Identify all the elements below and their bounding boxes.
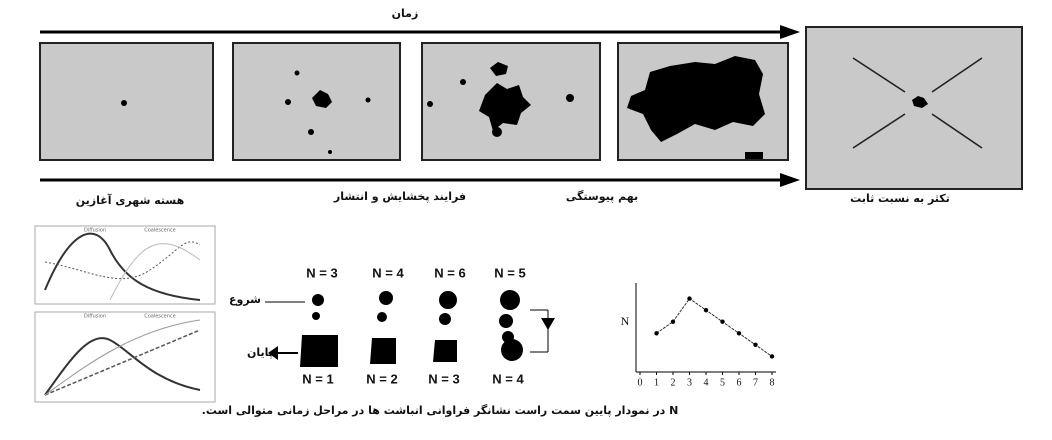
x-tick-label: 7 (753, 377, 758, 388)
caption: N در نمودار پایین سمت راست نشانگر فراوان… (202, 404, 679, 417)
x-tick-label: 4 (704, 377, 709, 388)
cluster-blob (439, 313, 451, 325)
urban-blob (912, 96, 928, 108)
mini-chart-label: Diffusion (84, 228, 106, 234)
urban-blob (365, 97, 371, 103)
n-point (687, 296, 692, 301)
growth-arrow (931, 113, 983, 149)
stage-label: تکثر به نسبت ثابت (850, 192, 950, 205)
urban-blob (285, 99, 291, 105)
n-line (656, 297, 773, 357)
y-axis-label: N (621, 314, 630, 328)
end-label: پایان (247, 346, 273, 359)
arrow-head (268, 346, 278, 360)
mini-curve (44, 319, 201, 396)
n-point (670, 319, 676, 324)
count-label: N = 1 (302, 371, 333, 386)
stage-panel (805, 26, 1023, 190)
cluster-blob (433, 340, 457, 362)
mini-chart-label: Coalescence (144, 228, 176, 234)
mini-chart-frame (34, 225, 216, 305)
mini-chart-label: Diffusion (84, 314, 106, 320)
start-label: شروع (229, 293, 261, 306)
urban-blob (492, 127, 502, 137)
n-point (753, 342, 758, 348)
cluster-blob (370, 338, 396, 364)
cluster-blob (499, 314, 513, 328)
growth-arrow (852, 113, 906, 149)
stage-label: فرایند پخشایش و انتشار (333, 190, 466, 203)
x-tick-label: 5 (720, 377, 725, 388)
cluster-blob (500, 290, 520, 310)
arrow-head (541, 318, 555, 330)
arrow-head (780, 25, 800, 39)
count-label: N = 3 (306, 265, 337, 280)
count-label: N = 4 (372, 265, 404, 280)
urban-blob (479, 83, 531, 131)
x-tick-label: 6 (737, 377, 742, 388)
cluster-blob (379, 291, 393, 305)
n-point (703, 307, 709, 313)
urban-blob (427, 101, 433, 107)
urban-blob (328, 150, 332, 154)
count-label: N = 3 (428, 371, 459, 386)
mini-chart-frame (34, 311, 216, 403)
urban-blob (566, 94, 574, 102)
cluster-blob (377, 312, 387, 322)
time-label: زمان (392, 7, 419, 20)
mini-curve (44, 241, 201, 279)
n-point (654, 331, 659, 336)
stage-label: بهم پیوستگی (566, 190, 638, 203)
mini-curve (109, 243, 201, 301)
count-label: N = 4 (492, 371, 524, 386)
mini-curve (44, 232, 201, 301)
urban-blob (308, 129, 314, 135)
mini-curve (44, 337, 201, 396)
x-tick-label: 0 (638, 377, 643, 388)
cluster-blob (502, 331, 514, 343)
cluster-blob (312, 312, 320, 320)
urban-blob (490, 62, 508, 76)
cluster-blob (439, 291, 457, 309)
count-label: N = 6 (434, 265, 465, 280)
n-point (769, 354, 775, 359)
n-point (736, 331, 742, 336)
urban-blob (294, 70, 300, 76)
growth-arrow (931, 57, 983, 93)
cluster-blob (300, 335, 338, 367)
cluster-blob (312, 294, 324, 306)
x-tick-label: 3 (687, 377, 692, 388)
urban-blob (312, 90, 332, 108)
arrow-head (780, 173, 800, 187)
mini-chart-label: Coalescence (144, 314, 176, 320)
cluster-blob (501, 339, 523, 361)
urban-blob (460, 79, 466, 85)
x-tick-label: 8 (770, 377, 775, 388)
n-point (720, 319, 725, 324)
stage-label: هسته شهری آغازین (76, 193, 184, 207)
count-label: N = 2 (366, 371, 397, 386)
urban-blob (745, 152, 763, 159)
urban-blob (121, 100, 127, 106)
x-tick-label: 1 (654, 377, 659, 388)
urban-blob (627, 56, 765, 142)
mini-curve (44, 329, 201, 396)
x-tick-label: 2 (671, 377, 676, 388)
count-label: N = 5 (494, 265, 525, 280)
growth-arrow (852, 57, 906, 93)
